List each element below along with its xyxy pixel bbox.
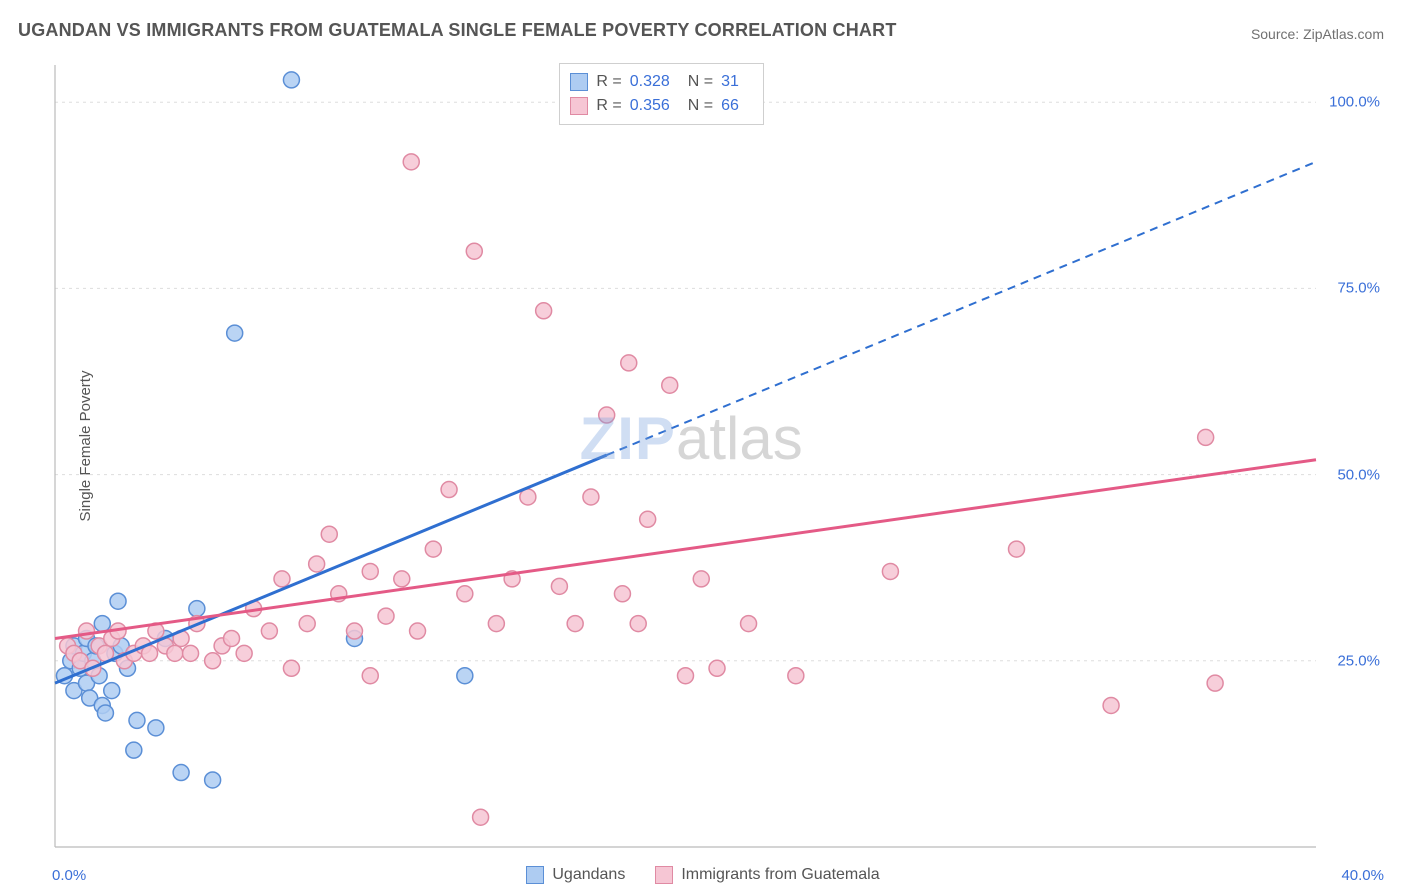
stats-swatch: [570, 97, 588, 115]
stats-legend-row: R =0.328N =31: [570, 70, 749, 94]
y-tick-label: 100.0%: [1329, 94, 1380, 111]
y-tick-label: 75.0%: [1337, 280, 1380, 297]
legend-label-guatemala: Immigrants from Guatemala: [681, 866, 879, 884]
y-tick-label: 50.0%: [1337, 466, 1380, 483]
legend-swatch-ugandans: [526, 866, 544, 884]
x-axis-max-label: 40.0%: [1341, 867, 1384, 884]
legend-item-ugandans: Ugandans: [526, 866, 625, 884]
legend-label-ugandans: Ugandans: [552, 866, 625, 884]
legend-item-guatemala: Immigrants from Guatemala: [655, 866, 879, 884]
chart-area: [50, 60, 1386, 852]
scatter-chart: [50, 60, 1386, 852]
stats-legend: R =0.328N =31R =0.356N =66: [559, 63, 764, 125]
chart-title: UGANDAN VS IMMIGRANTS FROM GUATEMALA SIN…: [18, 20, 897, 41]
legend-swatch-guatemala: [655, 866, 673, 884]
stats-legend-row: R =0.356N =66: [570, 94, 749, 118]
x-axis-min-label: 0.0%: [52, 867, 86, 884]
source-label: Source: ZipAtlas.com: [1251, 26, 1384, 42]
y-tick-label: 25.0%: [1337, 652, 1380, 669]
footer-legend: 0.0% Ugandans Immigrants from Guatemala …: [0, 866, 1406, 884]
stats-swatch: [570, 73, 588, 91]
